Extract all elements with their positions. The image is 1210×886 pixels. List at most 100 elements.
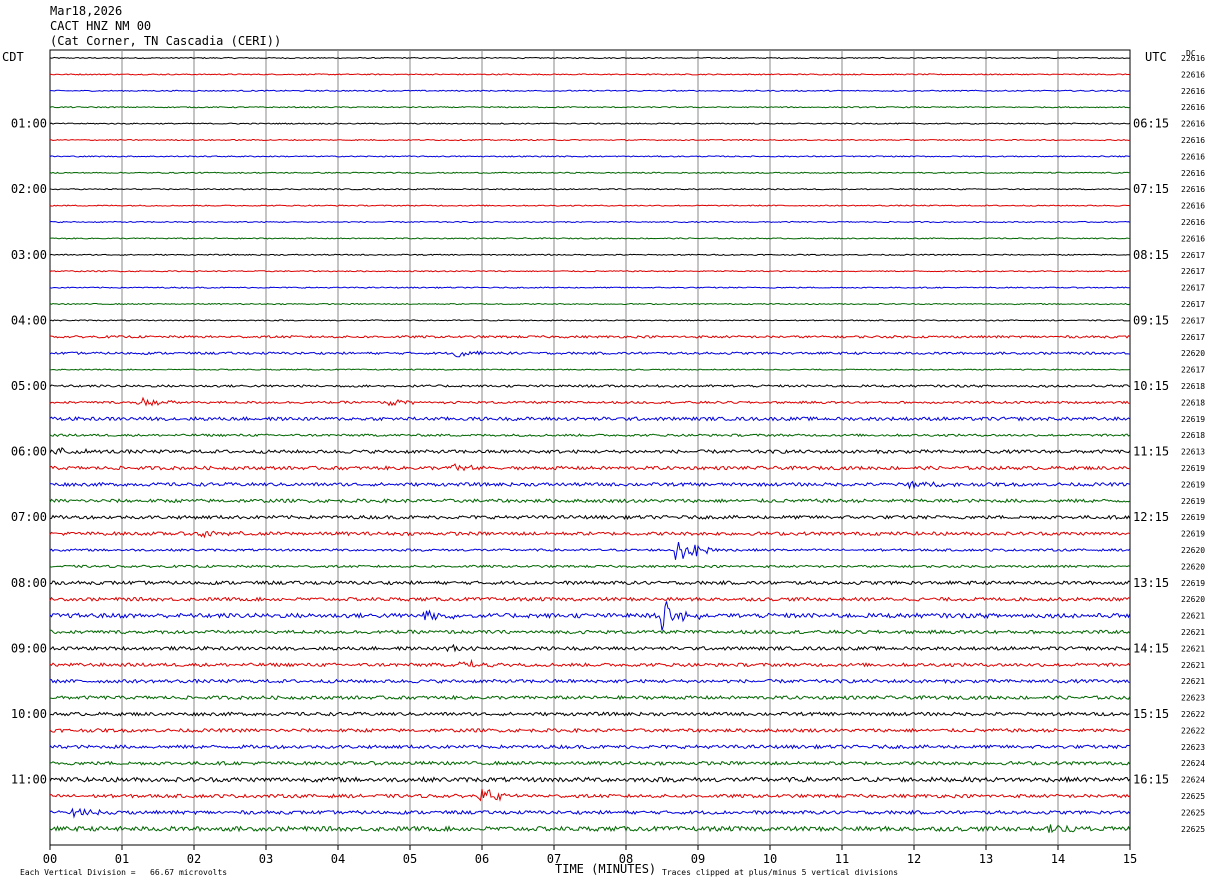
dc-offset-label: 22621 [1181,644,1205,653]
station-code: CACT HNZ NM 00 [50,19,152,33]
trace-line [49,694,1131,701]
trace-line [49,220,1131,224]
trace-line [49,480,1131,490]
left-hour-label: 02:00 [11,182,47,196]
left-timezone-label: CDT [2,50,24,64]
dc-offset-label: 22625 [1181,825,1205,834]
plot-date: Mar18,2026 [50,4,123,18]
dc-offset-label: 22619 [1181,480,1205,489]
right-hour-label: 11:15 [1133,445,1169,459]
trace-line [49,350,1131,358]
dc-offset-label: 22613 [1181,448,1205,457]
dc-offset-label: 22616 [1181,152,1205,161]
dc-offset-label: 22617 [1181,366,1205,375]
trace-line [49,56,1131,60]
trace-line [49,188,1131,191]
trace-line [49,384,1131,388]
trace-line [49,775,1131,784]
trace-line [49,514,1131,521]
trace-line [49,106,1131,109]
x-tick-label: 00 [43,852,57,866]
trace-line [49,678,1131,685]
x-tick-label: 04 [331,852,345,866]
right-hour-label: 06:15 [1133,117,1169,131]
x-tick-label: 08 [619,852,633,866]
dc-offset-label: 22623 [1181,743,1205,752]
x-tick-label: 15 [1123,852,1137,866]
x-tick-label: 07 [547,852,561,866]
x-tick-label: 14 [1051,852,1065,866]
trace-line [49,542,1131,560]
trace-line [49,530,1131,539]
trace-line [49,727,1131,734]
right-hour-label: 13:15 [1133,576,1169,590]
trace-line [49,447,1131,455]
dc-offset-label: 22621 [1181,661,1205,670]
dc-offset-label: 22619 [1181,497,1205,506]
trace-line [49,396,1131,407]
dc-offset-label: 22618 [1181,398,1205,407]
dc-offset-label: 22621 [1181,677,1205,686]
right-hour-label: 14:15 [1133,641,1169,655]
dc-offset-label: 22617 [1181,251,1205,260]
right-hour-label: 12:15 [1133,510,1169,524]
trace-line [49,302,1131,306]
trace-line [49,155,1131,158]
left-hour-label: 03:00 [11,248,47,262]
trace-line [49,601,1131,631]
trace-line [49,253,1131,256]
x-tick-label: 12 [907,852,921,866]
trace-line [49,334,1131,339]
trace-line [49,319,1131,322]
dc-offset-label: 22616 [1181,103,1205,112]
left-hour-label: 04:00 [11,313,47,327]
dc-offset-label: 22620 [1181,349,1205,358]
dc-offset-label: 22616 [1181,169,1205,178]
left-hour-label: 11:00 [11,773,47,787]
dc-offset-label: 22616 [1181,54,1205,63]
dc-offset-label: 22623 [1181,694,1205,703]
x-tick-label: 09 [691,852,705,866]
dc-offset-label: 22616 [1181,87,1205,96]
station-location: (Cat Corner, TN Cascadia (CERI)) [50,34,282,48]
dc-offset-label: 22616 [1181,136,1205,145]
trace-line [49,237,1131,240]
x-tick-label: 05 [403,852,417,866]
trace-line [49,204,1131,207]
trace-line [49,286,1131,289]
x-tick-label: 02 [187,852,201,866]
trace-layer [49,56,1131,834]
dc-offset-label: 22618 [1181,431,1205,440]
trace-line [49,269,1131,273]
x-tick-label: 11 [835,852,849,866]
dc-offset-label: 22624 [1181,776,1205,785]
trace-line [49,760,1131,766]
grid-layer [49,49,1131,850]
right-timezone-label: UTC [1145,50,1167,64]
trace-line [49,433,1131,438]
dc-offset-label: 22617 [1181,284,1205,293]
x-tick-label: 01 [115,852,129,866]
dc-offset-label: 22620 [1181,546,1205,555]
trace-line [49,122,1131,125]
dc-offset-label: 22617 [1181,316,1205,325]
dc-offset-label: 22616 [1181,234,1205,243]
trace-line [49,416,1131,422]
trace-line [49,807,1131,819]
trace-line [49,824,1131,834]
dc-offset-label: 22618 [1181,382,1205,391]
trace-line [49,171,1131,175]
x-tick-label: 03 [259,852,273,866]
trace-line [49,743,1131,750]
x-axis-title: TIME (MINUTES) [555,862,657,876]
x-tick-label: 06 [475,852,489,866]
left-hour-label: 07:00 [11,510,47,524]
dc-offset-label: 22616 [1181,218,1205,227]
dc-offset-label: 22621 [1181,628,1205,637]
dc-offset-label: 22619 [1181,579,1205,588]
dc-offset-label: 22616 [1181,185,1205,194]
left-hour-label: 10:00 [11,707,47,721]
dc-offset-label: 22624 [1181,759,1205,768]
trace-line [49,463,1130,472]
